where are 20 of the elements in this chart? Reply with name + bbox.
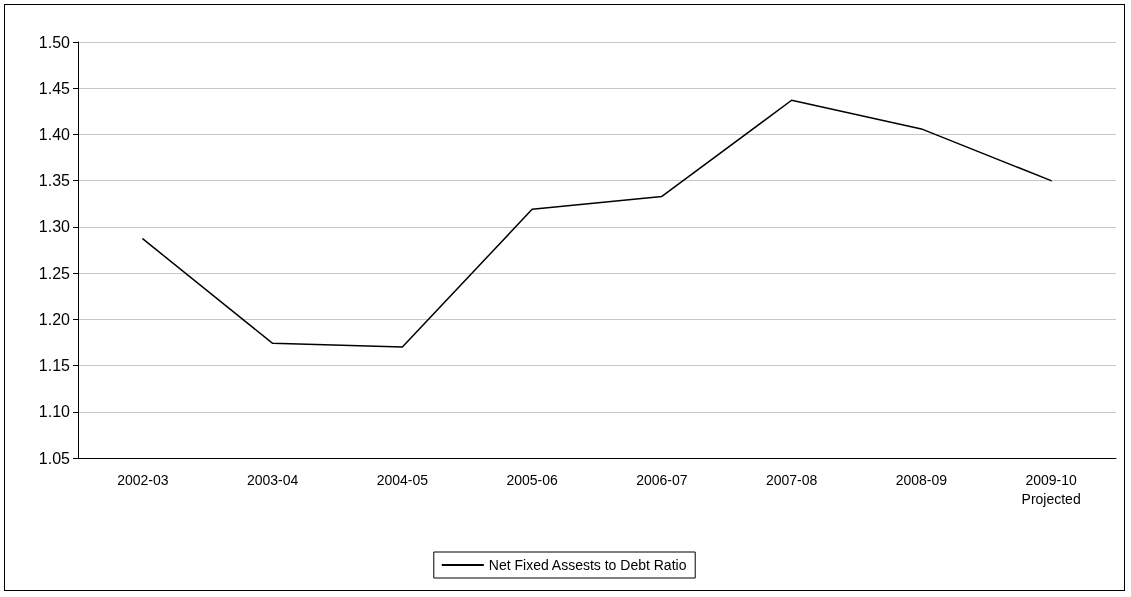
- y-tick-label: 1.40: [38, 125, 71, 143]
- legend-label: Net Fixed Assests to Debt Ratio: [488, 557, 687, 573]
- y-tick-label: 1.45: [38, 79, 71, 97]
- y-tick-label: 1.15: [38, 357, 71, 375]
- x-tick-label: 2002-03: [117, 471, 169, 488]
- y-tick-label: 1.05: [38, 449, 71, 467]
- line-series: [142, 99, 1052, 348]
- x-tick-label: 2009-10 Projected: [1021, 471, 1081, 507]
- x-tick-label: 2006-07: [636, 471, 688, 488]
- y-tick-label: 1.50: [38, 33, 71, 51]
- x-tick-label: 2008-09: [895, 471, 948, 488]
- x-tick-label: 2003-04: [246, 471, 299, 488]
- y-tick-label: 1.10: [38, 403, 71, 421]
- x-tick-label: 2007-08: [765, 471, 818, 488]
- y-tick-label: 1.20: [38, 310, 71, 328]
- y-tick-label: 1.35: [38, 172, 71, 190]
- x-tick-label: 2004-05: [376, 471, 429, 488]
- y-tick-label: 1.30: [38, 218, 71, 236]
- y-tick-label: 1.25: [38, 264, 71, 282]
- x-tick-label: 2005-06: [506, 471, 559, 488]
